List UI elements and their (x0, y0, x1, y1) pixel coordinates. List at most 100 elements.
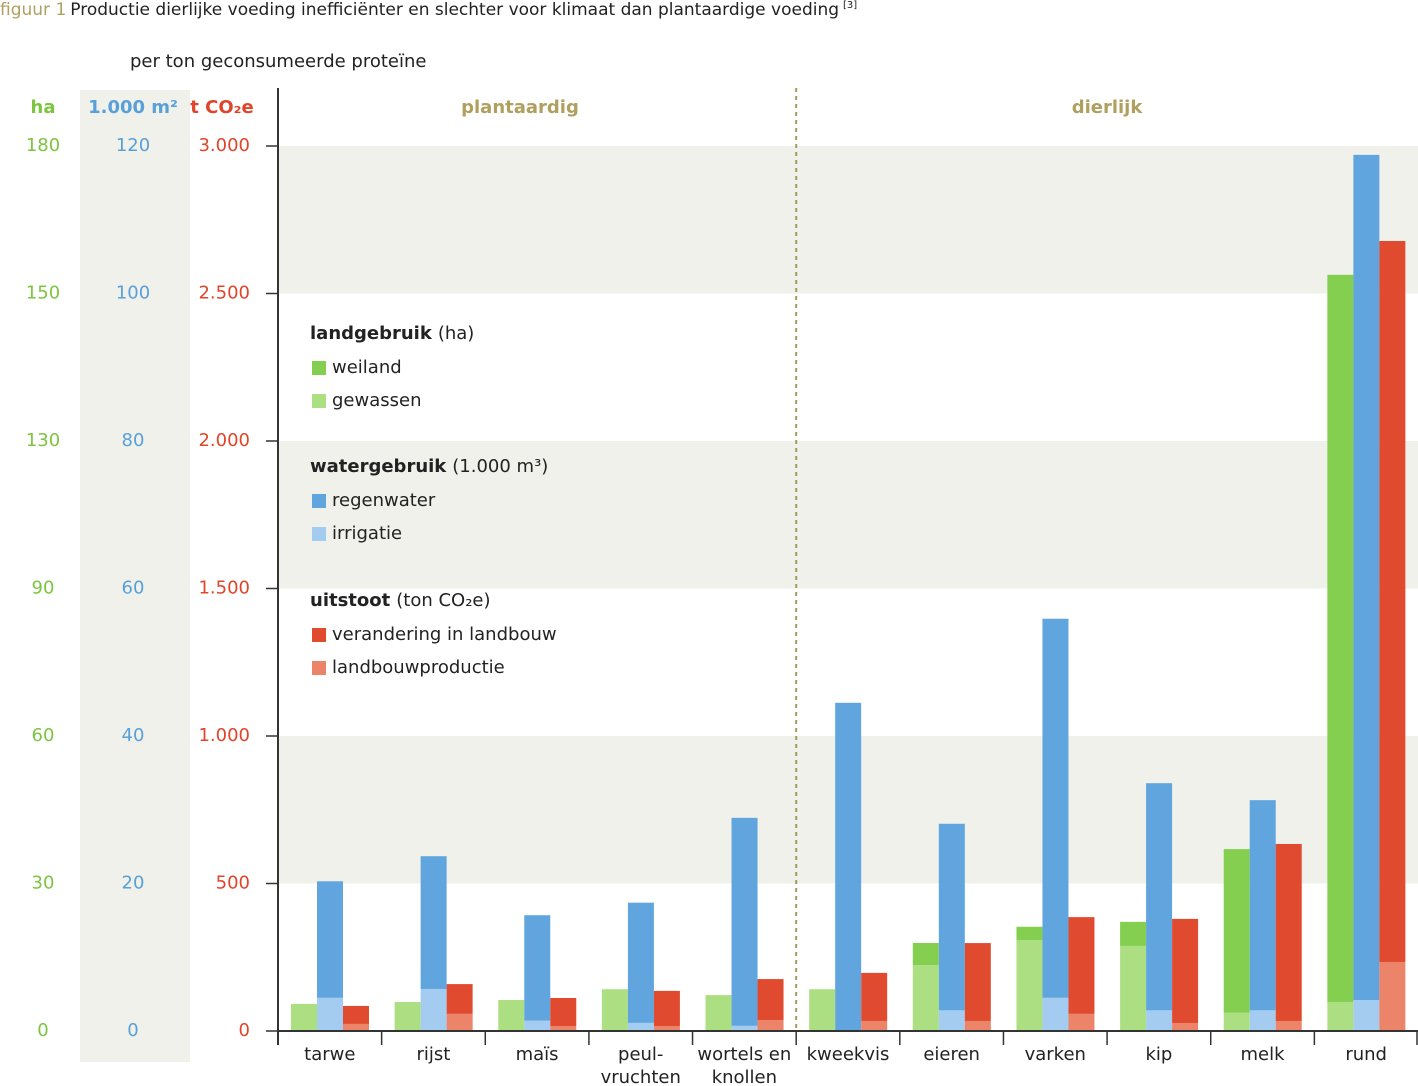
y-tick-label: 500 (216, 873, 250, 894)
bar-segment (1327, 274, 1354, 1002)
bar-segment (912, 942, 939, 966)
group-label: plantaardig (461, 97, 579, 118)
x-tick-label: kip (1145, 1044, 1172, 1065)
bar-segment (420, 856, 447, 989)
y3-tick-label: 100 (116, 283, 150, 304)
legend-swatch (312, 494, 326, 508)
bar-segment (1223, 849, 1250, 1013)
legend-title: landgebruik (310, 323, 433, 344)
y2-tick-label: 130 (26, 430, 60, 451)
bar-segment (524, 915, 551, 1021)
bar-segment (394, 1001, 421, 1031)
x-tick-label: kweekvis (807, 1044, 890, 1065)
y-tick-label: 3.000 (198, 135, 250, 156)
bar-segment (1120, 921, 1147, 946)
bar-segment (1068, 917, 1095, 1014)
legend-label: landbouwproductie (332, 657, 505, 678)
bar-segment (705, 995, 732, 1031)
bar-segment (1327, 1001, 1354, 1031)
x-tick-label: wortels en knollen (697, 1044, 791, 1086)
figure-label: figuur 1 (0, 0, 66, 20)
bar-segment (1042, 997, 1069, 1031)
bar-segment (1042, 618, 1069, 998)
bar-segment (731, 1025, 758, 1031)
legend-swatch (312, 628, 326, 642)
legend-unit: (ha) (438, 323, 474, 344)
y3-unit: 1.000 m² (88, 97, 178, 118)
bar-segment (317, 881, 343, 998)
y2-tick-label: 30 (32, 873, 55, 894)
y3-tick-label: 20 (122, 873, 145, 894)
bar-segment (731, 817, 758, 1026)
bar-segment (757, 979, 784, 1021)
y-tick-label: 1.500 (198, 578, 250, 599)
bar-segment (1249, 1010, 1276, 1031)
bar-segment (861, 972, 888, 1021)
legend-swatch (312, 394, 326, 408)
y3-tick-label: 60 (122, 578, 145, 599)
y-unit: t CO₂e (190, 97, 253, 118)
y-tick-label: 2.000 (198, 430, 250, 451)
y3-tick-label: 40 (122, 725, 145, 746)
legend-swatch (312, 661, 326, 675)
bar-segment (653, 1025, 680, 1031)
y-tick-label: 0 (239, 1020, 250, 1041)
y3-tick-label: 120 (116, 135, 150, 156)
group-label: dierlijk (1072, 97, 1144, 118)
x-tick-label: tarwe (304, 1044, 355, 1065)
bar-segment (1223, 1012, 1250, 1031)
legend-title: uitstoot (310, 590, 391, 611)
y-tick-label: 2.500 (198, 283, 250, 304)
water-axis-band (80, 90, 190, 1062)
x-tick-label: rund (1345, 1044, 1387, 1065)
y2-tick-label: 90 (32, 578, 55, 599)
y3-tick-label: 80 (122, 430, 145, 451)
bar-segment (524, 1020, 551, 1031)
bar-segment (446, 984, 473, 1014)
y2-unit: ha (31, 97, 56, 118)
bar-segment (1146, 1010, 1173, 1031)
chart-title: Productie dierlijke voeding inefficiënte… (70, 0, 839, 20)
bar-segment (1275, 1020, 1302, 1031)
legend-unit: (1.000 m³) (452, 456, 548, 477)
legend-swatch (312, 361, 326, 375)
legend-label: gewassen (332, 390, 422, 411)
bar-segment (1353, 1000, 1380, 1031)
bar-segment (627, 902, 654, 1023)
bar-segment (446, 1013, 473, 1031)
x-tick-label: melk (1241, 1044, 1286, 1065)
legend-label: irrigatie (332, 523, 402, 544)
bar-segment (964, 1020, 991, 1031)
bar-segment (938, 1010, 965, 1031)
bar-segment (550, 1025, 577, 1031)
y2-tick-label: 150 (26, 283, 60, 304)
y2-tick-label: 60 (32, 725, 55, 746)
bar-segment (1016, 940, 1043, 1031)
x-tick-label: maïs (516, 1044, 559, 1065)
bar-segment (1379, 961, 1406, 1031)
bar-segment (912, 965, 939, 1031)
x-tick-label: varken (1025, 1044, 1086, 1065)
bar-segment (938, 823, 965, 1011)
legend-label: weiland (332, 357, 402, 378)
bar-segment (1353, 154, 1380, 1001)
bar-segment (550, 997, 577, 1026)
x-tick-label: eieren (923, 1044, 980, 1065)
bar-segment (1249, 800, 1276, 1011)
bar-segment (809, 989, 836, 1031)
bar-segment (317, 997, 343, 1031)
subtitle: per ton geconsumeerde proteïne (130, 51, 426, 72)
legend-label: regenwater (332, 490, 436, 511)
x-tick-label: peul-vruchten (601, 1044, 681, 1086)
bar-segment (1172, 1023, 1199, 1031)
bar-segment (1172, 918, 1199, 1024)
grid-band (278, 146, 1418, 294)
x-tick-label: rijst (417, 1044, 451, 1065)
y3-tick-label: 0 (127, 1020, 138, 1041)
y-tick-label: 1.000 (198, 725, 250, 746)
y2-tick-label: 180 (26, 135, 60, 156)
bar-segment (861, 1020, 888, 1031)
y2-tick-label: 0 (37, 1020, 48, 1041)
bar-segment (1068, 1013, 1095, 1031)
